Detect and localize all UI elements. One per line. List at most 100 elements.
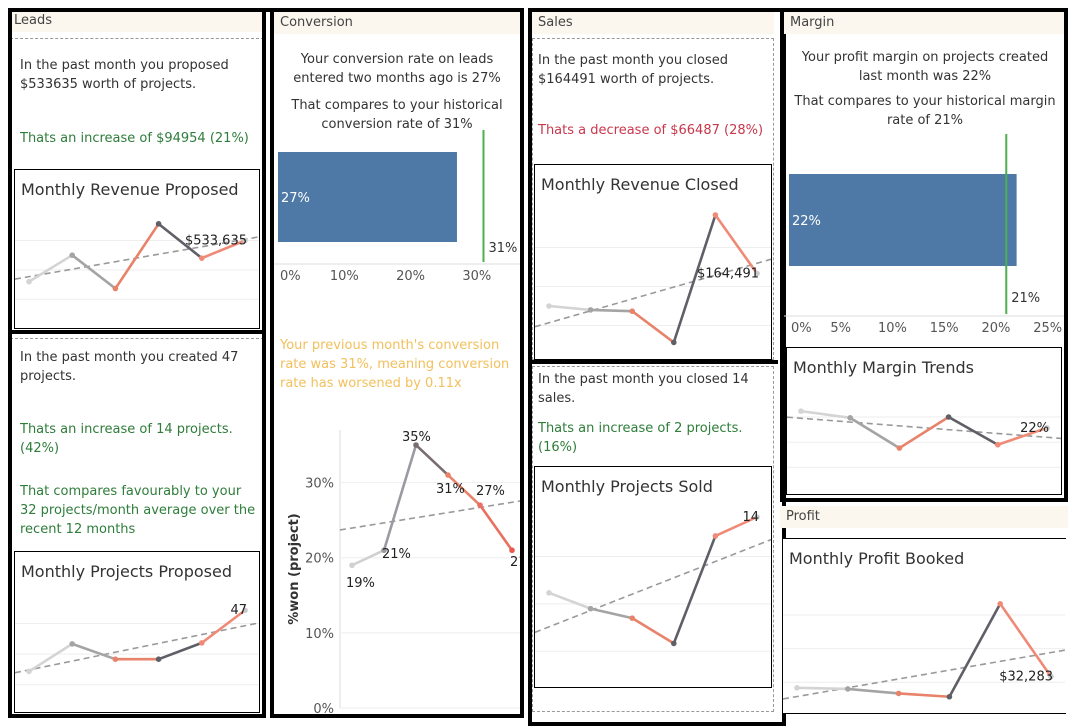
leads-panel: Leads In the past month you proposed $53… — [8, 8, 274, 718]
data-label: 21% — [510, 555, 520, 570]
series-segment — [548, 591, 592, 610]
tick-label: 5% — [830, 321, 851, 334]
series-segment — [847, 687, 899, 695]
data-point — [155, 221, 162, 227]
data-point — [587, 605, 594, 612]
series-segment — [382, 444, 418, 551]
margin-historical-text: That compares to your historical margin … — [794, 94, 1056, 128]
monthly-revenue-proposed-chart: Monthly Revenue Proposed $533,635 — [14, 169, 260, 329]
series-segment — [114, 223, 160, 290]
conversion-header: Conversion — [274, 12, 520, 34]
data-point — [199, 255, 205, 261]
data-point — [381, 547, 387, 554]
sales-projects-change: Thats an increase of 2 projects. (16%) — [538, 421, 743, 455]
profit-header: Profit — [780, 506, 1068, 528]
sales-projects-card — [532, 366, 774, 712]
series-segment — [997, 426, 1048, 446]
data-point — [845, 686, 851, 692]
data-point — [69, 252, 75, 258]
margin-rate-text: Your profit margin on projects created l… — [801, 50, 1049, 84]
data-point — [242, 607, 248, 614]
data-point — [671, 640, 677, 647]
margin-header: Margin — [784, 12, 1064, 34]
last-value-label: 47 — [230, 603, 247, 618]
data-point — [945, 414, 952, 420]
leads-projects-text: In the past month you created 47 project… — [20, 350, 239, 384]
tick-label: 15% — [930, 321, 959, 334]
data-point — [798, 408, 804, 414]
tick-label: 10% — [330, 269, 359, 282]
margin-trends-plot: 22% — [787, 408, 1061, 468]
chart-title: Monthly Revenue Closed — [541, 175, 739, 194]
leads-frame-left — [8, 8, 12, 718]
series-segment — [415, 444, 449, 477]
leads-header: Leads — [8, 10, 266, 32]
reference-label: 21% — [1011, 291, 1040, 306]
last-value-label: 14 — [742, 510, 759, 525]
trend-line — [535, 538, 771, 634]
series-segment — [898, 415, 950, 450]
series-segment — [478, 504, 514, 551]
series-segment — [849, 416, 901, 450]
sales-projects-text: In the past month you closed 14 sales. — [538, 372, 749, 406]
series-segment — [158, 641, 203, 661]
revenue-proposed-plot: $533,635 — [15, 221, 259, 300]
sales-divider — [528, 360, 778, 364]
data-point — [155, 656, 162, 662]
series-segment — [631, 310, 675, 344]
data-label: 31% — [436, 482, 465, 497]
value-bar — [789, 174, 1017, 266]
last-value-label: $533,635 — [185, 234, 247, 249]
series-segment — [796, 686, 848, 691]
data-point — [413, 442, 419, 448]
chart-title: Monthly Projects Sold — [541, 477, 713, 496]
data-point — [895, 690, 902, 697]
y-tick-label: 10% — [305, 627, 334, 642]
tick-label: 20% — [981, 321, 1010, 334]
series-segment — [201, 239, 246, 260]
conversion-rate-text: Your conversion rate on leads entered tw… — [293, 52, 501, 86]
last-value-label: 22% — [1020, 421, 1049, 436]
leads-revenue-text: In the past month you proposed $533635 w… — [20, 58, 229, 92]
y-axis-label: %won (project) — [287, 513, 302, 624]
trend-line — [339, 500, 520, 531]
y-tick-label: 0% — [313, 702, 334, 716]
data-point — [629, 308, 635, 314]
data-label: 19% — [346, 576, 375, 591]
data-point — [112, 285, 119, 292]
series-segment — [999, 603, 1053, 678]
data-point — [629, 615, 635, 621]
series-segment — [672, 214, 717, 343]
data-point — [26, 668, 32, 675]
data-point — [754, 270, 760, 277]
conversion-bar-chart: 27% 31% 0% 10% 20% 30% — [274, 130, 520, 282]
trend-line — [15, 622, 259, 674]
series-segment — [71, 642, 116, 661]
data-point — [26, 278, 32, 285]
monthly-profit-booked-chart: Monthly Profit Booked $32,283 — [782, 538, 1066, 714]
data-point — [199, 640, 205, 646]
won-project-line-chart: 0% 10% 20% 30% %won (project) 19% 21% 35% 31% 27%… — [287, 430, 520, 716]
data-label: 21% — [382, 547, 411, 562]
data-point — [847, 415, 853, 421]
monthly-revenue-closed-chart: Monthly Revenue Closed $164,491 — [534, 164, 772, 360]
value-bar — [278, 152, 457, 242]
tick-label: 20% — [396, 269, 425, 282]
data-point — [997, 601, 1003, 607]
data-point — [995, 441, 1001, 448]
data-point — [509, 547, 515, 554]
series-segment — [898, 692, 950, 699]
monthly-margin-trends-chart: Monthly Margin Trends 22% — [786, 347, 1062, 495]
data-point — [794, 685, 800, 691]
conversion-note: Your previous month's conversion rate wa… — [280, 338, 510, 391]
data-point — [349, 562, 355, 569]
bar-value-label: 22% — [792, 214, 821, 229]
projects-sold-plot: 14 — [535, 510, 771, 652]
trend-line — [535, 258, 771, 328]
chart-title: Monthly Margin Trends — [793, 358, 975, 377]
data-point — [112, 656, 119, 662]
profit-panel: Profit Monthly Profit Booked $32,283 — [780, 506, 1068, 716]
series-segment — [590, 308, 633, 313]
series-segment — [447, 474, 481, 507]
tick-label: 25% — [1033, 321, 1062, 334]
